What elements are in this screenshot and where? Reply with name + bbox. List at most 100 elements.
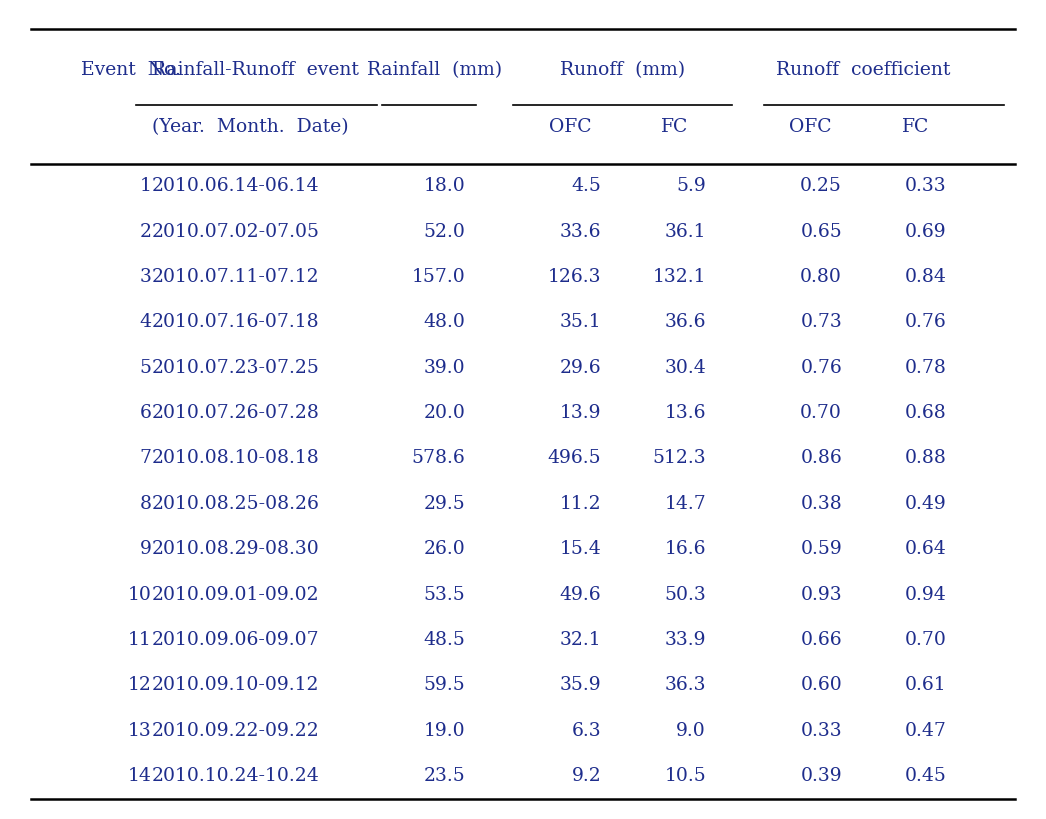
Text: 0.76: 0.76 xyxy=(800,359,842,377)
Text: 0.68: 0.68 xyxy=(905,404,947,422)
Text: FC: FC xyxy=(902,118,929,136)
Text: 14: 14 xyxy=(128,767,152,785)
Text: 2010.09.01-09.02: 2010.09.01-09.02 xyxy=(152,586,319,604)
Text: 0.73: 0.73 xyxy=(800,314,842,332)
Text: FC: FC xyxy=(661,118,688,136)
Text: 2010.10.24-10.24: 2010.10.24-10.24 xyxy=(152,767,319,785)
Text: 11: 11 xyxy=(128,631,152,649)
Text: 5.9: 5.9 xyxy=(677,178,706,196)
Text: 5: 5 xyxy=(140,359,152,377)
Text: 33.9: 33.9 xyxy=(664,631,706,649)
Text: 2010.09.10-09.12: 2010.09.10-09.12 xyxy=(152,676,319,695)
Text: 0.60: 0.60 xyxy=(800,676,842,695)
Text: 0.65: 0.65 xyxy=(800,223,842,241)
Text: 6.3: 6.3 xyxy=(572,722,601,740)
Text: 10.5: 10.5 xyxy=(664,767,706,785)
Text: 2010.08.25-08.26: 2010.08.25-08.26 xyxy=(152,495,319,513)
Text: 0.76: 0.76 xyxy=(905,314,947,332)
Text: OFC: OFC xyxy=(549,118,591,136)
Text: 0.45: 0.45 xyxy=(905,767,947,785)
Text: 36.3: 36.3 xyxy=(664,676,706,695)
Text: 0.93: 0.93 xyxy=(800,586,842,604)
Text: 0.61: 0.61 xyxy=(905,676,947,695)
Text: 9.2: 9.2 xyxy=(572,767,601,785)
Text: 0.64: 0.64 xyxy=(905,541,947,559)
Text: 4.5: 4.5 xyxy=(571,178,601,196)
Text: 0.69: 0.69 xyxy=(905,223,947,241)
Text: 2010.07.16-07.18: 2010.07.16-07.18 xyxy=(152,314,319,332)
Text: OFC: OFC xyxy=(790,118,832,136)
Text: 52.0: 52.0 xyxy=(424,223,465,241)
Text: 0.84: 0.84 xyxy=(905,268,947,286)
Text: 8: 8 xyxy=(140,495,152,513)
Text: 36.6: 36.6 xyxy=(664,314,706,332)
Text: 2010.06.14-06.14: 2010.06.14-06.14 xyxy=(152,178,319,196)
Text: 0.88: 0.88 xyxy=(905,450,947,468)
Text: 18.0: 18.0 xyxy=(424,178,465,196)
Text: 39.0: 39.0 xyxy=(424,359,465,377)
Text: 9: 9 xyxy=(140,541,152,559)
Text: 2010.08.29-08.30: 2010.08.29-08.30 xyxy=(152,541,319,559)
Text: 53.5: 53.5 xyxy=(424,586,465,604)
Text: 2: 2 xyxy=(140,223,152,241)
Text: 2010.07.26-07.28: 2010.07.26-07.28 xyxy=(152,404,319,422)
Text: 0.70: 0.70 xyxy=(905,631,947,649)
Text: 0.47: 0.47 xyxy=(905,722,947,740)
Text: 0.94: 0.94 xyxy=(905,586,947,604)
Text: 132.1: 132.1 xyxy=(653,268,706,286)
Text: 50.3: 50.3 xyxy=(664,586,706,604)
Text: 10: 10 xyxy=(128,586,152,604)
Text: 4: 4 xyxy=(140,314,152,332)
Text: 0.78: 0.78 xyxy=(905,359,947,377)
Text: Rainfall  (mm): Rainfall (mm) xyxy=(366,61,502,79)
Text: 0.33: 0.33 xyxy=(905,178,947,196)
Text: 6: 6 xyxy=(140,404,152,422)
Text: 32.1: 32.1 xyxy=(560,631,601,649)
Text: 26.0: 26.0 xyxy=(424,541,465,559)
Text: 0.49: 0.49 xyxy=(905,495,947,513)
Text: 48.5: 48.5 xyxy=(424,631,465,649)
Text: (Year.  Month.  Date): (Year. Month. Date) xyxy=(152,118,348,136)
Text: 2010.07.23-07.25: 2010.07.23-07.25 xyxy=(152,359,319,377)
Text: Runoff  (mm): Runoff (mm) xyxy=(560,61,685,79)
Text: 49.6: 49.6 xyxy=(560,586,601,604)
Text: 7: 7 xyxy=(140,450,152,468)
Text: 2010.09.06-09.07: 2010.09.06-09.07 xyxy=(152,631,319,649)
Text: 35.9: 35.9 xyxy=(560,676,601,695)
Text: 9.0: 9.0 xyxy=(677,722,706,740)
Text: 0.66: 0.66 xyxy=(800,631,842,649)
Text: 33.6: 33.6 xyxy=(560,223,601,241)
Text: 11.2: 11.2 xyxy=(560,495,601,513)
Text: 157.0: 157.0 xyxy=(412,268,465,286)
Text: 0.80: 0.80 xyxy=(800,268,842,286)
Text: 16.6: 16.6 xyxy=(664,541,706,559)
Text: 13.9: 13.9 xyxy=(560,404,601,422)
Text: 14.7: 14.7 xyxy=(664,495,706,513)
Text: 36.1: 36.1 xyxy=(664,223,706,241)
Text: 29.5: 29.5 xyxy=(424,495,465,513)
Text: 1: 1 xyxy=(140,178,152,196)
Text: 59.5: 59.5 xyxy=(424,676,465,695)
Text: 0.25: 0.25 xyxy=(800,178,842,196)
Text: 0.86: 0.86 xyxy=(800,450,842,468)
Text: Runoff  coefficient: Runoff coefficient xyxy=(776,61,950,79)
Text: 2010.09.22-09.22: 2010.09.22-09.22 xyxy=(152,722,319,740)
Text: 496.5: 496.5 xyxy=(548,450,601,468)
Text: 512.3: 512.3 xyxy=(653,450,706,468)
Text: 3: 3 xyxy=(140,268,152,286)
Text: 13.6: 13.6 xyxy=(664,404,706,422)
Text: 0.38: 0.38 xyxy=(800,495,842,513)
Text: 0.70: 0.70 xyxy=(800,404,842,422)
Text: 2010.07.02-07.05: 2010.07.02-07.05 xyxy=(152,223,320,241)
Text: 0.59: 0.59 xyxy=(800,541,842,559)
Text: 23.5: 23.5 xyxy=(424,767,465,785)
Text: 0.33: 0.33 xyxy=(800,722,842,740)
Text: Event  No.: Event No. xyxy=(81,61,181,79)
Text: 2010.07.11-07.12: 2010.07.11-07.12 xyxy=(152,268,319,286)
Text: 29.6: 29.6 xyxy=(560,359,601,377)
Text: 0.39: 0.39 xyxy=(800,767,842,785)
Text: 578.6: 578.6 xyxy=(412,450,465,468)
Text: 126.3: 126.3 xyxy=(548,268,601,286)
Text: 19.0: 19.0 xyxy=(424,722,465,740)
Text: 12: 12 xyxy=(128,676,152,695)
